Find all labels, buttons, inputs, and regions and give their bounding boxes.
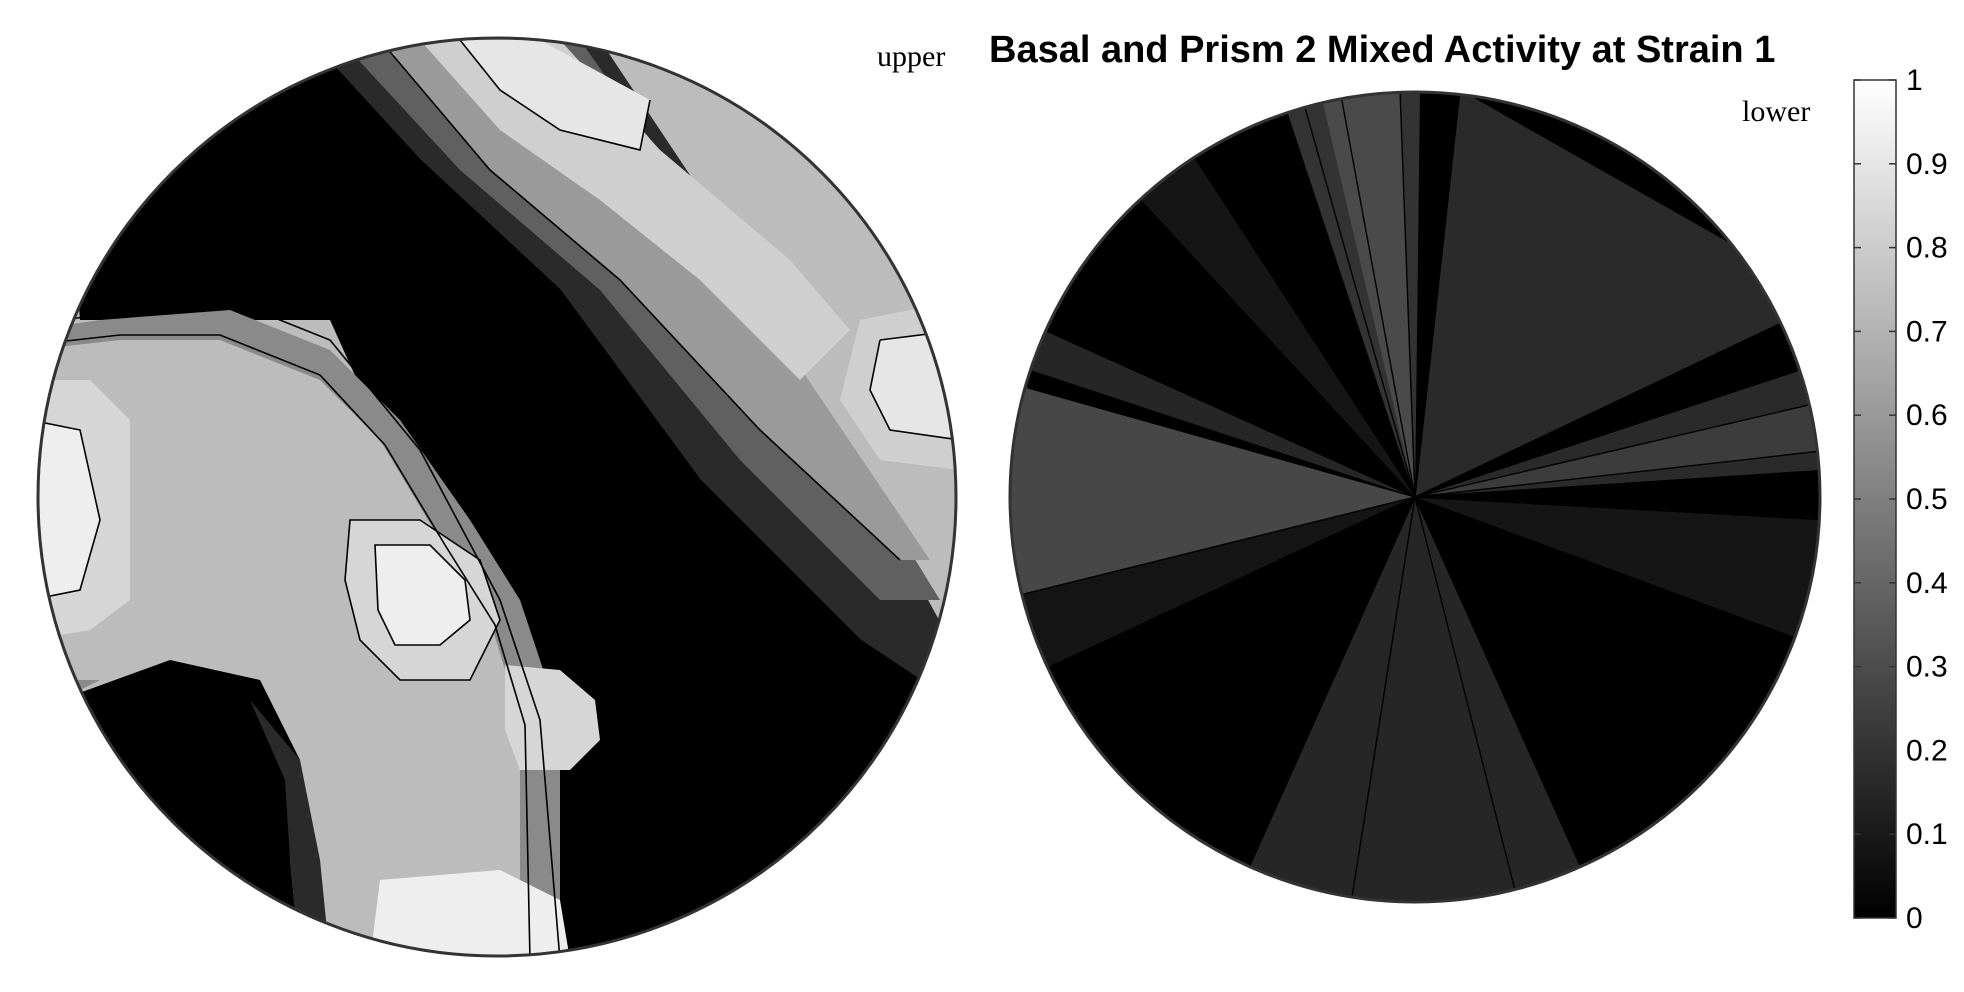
colorbar-tick-label: 0	[1906, 902, 1923, 935]
lower-pole-boundary	[1008, 90, 1822, 904]
upper-contour-fill	[38, 38, 956, 956]
colorbar-tick-label: 0.2	[1906, 734, 1948, 767]
lower-panel-label: lower	[1742, 95, 1810, 128]
colorbar-tick-label: 0.8	[1906, 232, 1948, 265]
colorbar-tick-label: 0.5	[1906, 483, 1948, 516]
colorbar-tick-label: 0.7	[1906, 315, 1948, 348]
lower-contour-fill	[1010, 92, 1820, 902]
lower-pole-figure	[1008, 90, 1822, 904]
colorbar-tick-label: 0.6	[1906, 399, 1948, 432]
colorbar-tick-label: 0.3	[1906, 651, 1948, 684]
colorbar-tick-label: 0.4	[1906, 567, 1948, 600]
colorbar-ticks: 0 0.1 0.2 0.3 0.4 0.5 0.6 0.7 0.8 0.9 1	[1854, 64, 1948, 935]
colorbar-tick-label: 0.1	[1906, 818, 1948, 851]
upper-pole-boundary	[36, 36, 958, 958]
colorbar-tick-label: 0.9	[1906, 148, 1948, 181]
upper-pole-figure	[36, 36, 958, 958]
colorbar-tick-label: 1	[1906, 64, 1923, 97]
chart-title: Basal and Prism 2 Mixed Activity at Stra…	[989, 29, 1775, 71]
colorbar: 0 0.1 0.2 0.3 0.4 0.5 0.6 0.7 0.8 0.9 1	[1853, 64, 1948, 935]
upper-panel-label: upper	[877, 40, 945, 73]
